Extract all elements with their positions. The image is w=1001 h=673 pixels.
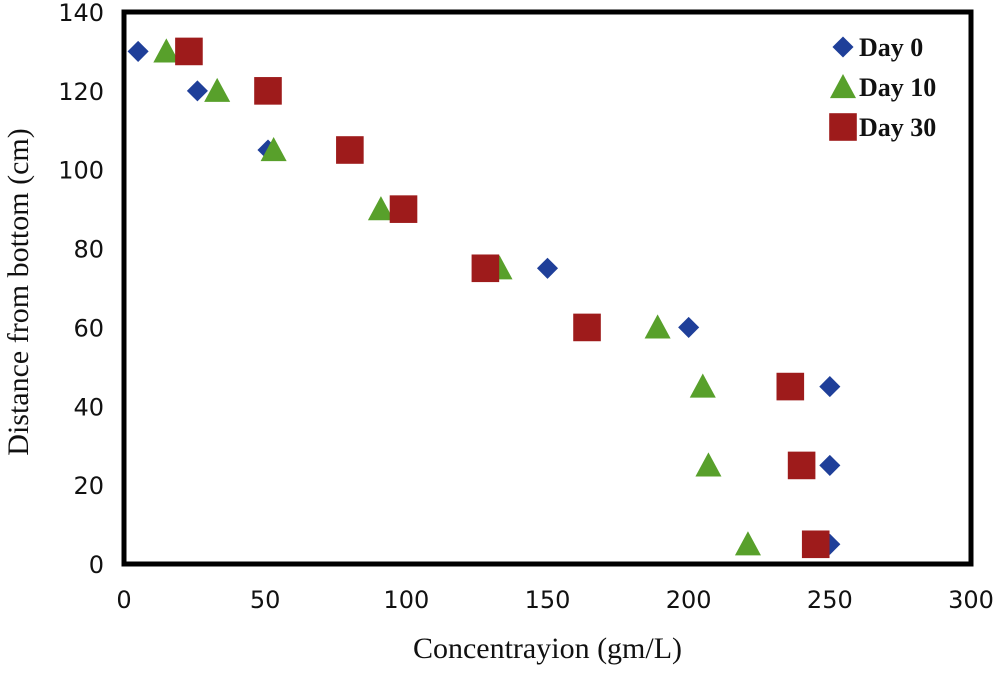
x-tick-label: 0 (116, 586, 131, 614)
data-point-square (336, 136, 364, 164)
x-tick-label: 200 (666, 586, 712, 614)
data-point-diamond (127, 40, 149, 62)
data-point-diamond (678, 316, 700, 338)
y-tick-label: 20 (73, 472, 104, 500)
y-tick-label: 120 (58, 78, 104, 106)
x-axis-title: Concentrayion (gm/L) (413, 632, 682, 665)
data-point-diamond (186, 80, 208, 102)
legend-label: Day 10 (859, 73, 936, 102)
axis-ticks-layer: 0 50 100 150 200 250 300 0 20 40 60 80 100 120 140 (58, 0, 994, 614)
data-point-square (175, 37, 203, 66)
legend-label: Day 30 (859, 113, 936, 142)
data-point-diamond (819, 376, 841, 398)
y-tick-label: 140 (58, 0, 104, 27)
x-tick-label: 50 (250, 586, 281, 614)
legend-marker-diamond (832, 36, 854, 58)
data-point-triangle (367, 196, 394, 221)
data-point-square (389, 195, 418, 223)
legend-marker-triangle (829, 73, 857, 99)
data-points-layer (127, 37, 841, 559)
y-tick-label: 60 (73, 314, 104, 342)
legend-label: Day 0 (859, 33, 923, 62)
data-point-square (573, 313, 601, 342)
legend-item: Day 30 (829, 113, 936, 142)
data-point-triangle (695, 452, 722, 477)
x-tick-label: 100 (383, 586, 429, 614)
data-point-triangle (204, 77, 231, 102)
data-point-triangle (644, 314, 671, 339)
y-tick-label: 40 (73, 393, 104, 421)
plot-area-frame (121, 9, 974, 567)
y-tick-label: 80 (73, 236, 104, 264)
x-tick-label: 250 (807, 586, 853, 614)
y-tick-label: 100 (58, 157, 104, 185)
series-day-10 (153, 38, 761, 556)
data-point-square (471, 254, 500, 283)
data-point-square (776, 372, 805, 401)
legend-item: Day 10 (829, 73, 936, 102)
y-axis-title: Distance from bottom (cm) (2, 128, 35, 455)
data-point-triangle (689, 373, 716, 398)
data-point-square (801, 530, 830, 559)
x-tick-label: 150 (525, 586, 571, 614)
data-point-square (254, 77, 282, 105)
y-tick-label: 0 (89, 551, 104, 579)
x-tick-label: 300 (948, 586, 994, 614)
data-point-diamond (536, 257, 559, 279)
legend-marker-square (829, 113, 857, 141)
data-point-triangle (153, 38, 180, 63)
series-day-30 (175, 37, 830, 559)
data-point-triangle (260, 136, 287, 162)
data-point-square (787, 451, 816, 480)
data-point-triangle (734, 531, 761, 556)
data-point-diamond (819, 454, 841, 476)
legend-item: Day 0 (832, 33, 923, 62)
legend: Day 0 Day 10 Day 30 (829, 33, 936, 142)
